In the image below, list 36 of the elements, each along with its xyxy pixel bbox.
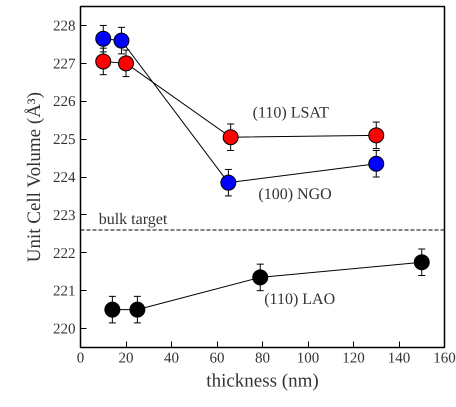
point	[95, 53, 112, 70]
y-tick-label: 223	[53, 208, 76, 224]
y-tick-label: 220	[53, 322, 76, 338]
point	[95, 30, 112, 47]
point	[368, 127, 384, 144]
point	[129, 302, 146, 318]
x-tick-label: 60	[210, 350, 224, 366]
y-axis-title: Unit Cell Volume (Å³)	[24, 92, 45, 262]
x-axis-title: thickness (nm)	[206, 370, 319, 392]
y-tick-label: 222	[53, 246, 76, 262]
x-tick-label: 100	[296, 350, 320, 366]
point	[220, 174, 236, 191]
point	[414, 254, 430, 270]
point	[104, 302, 120, 318]
x-tick-label: 0	[76, 350, 84, 366]
y-tick-label: 224	[53, 170, 76, 186]
y-tick-label: 221	[53, 284, 76, 300]
series-label: (100) NGO	[258, 186, 332, 204]
x-tick-label: 20	[118, 350, 134, 366]
series-label: (110) LSAT	[252, 104, 330, 122]
x-tick-label: 40	[164, 350, 179, 366]
x-tick-label: 80	[255, 350, 270, 366]
y-tick-label: 225	[53, 132, 76, 148]
x-tick-label: 140	[388, 350, 410, 366]
point	[113, 32, 130, 49]
y-tick-label: 228	[53, 18, 76, 34]
y-tick-label: 227	[53, 56, 76, 72]
point	[252, 269, 268, 286]
x-tick-label: 160	[433, 350, 456, 366]
series-label: (110) LAO	[264, 290, 336, 308]
point	[118, 55, 134, 72]
ref-line-label: bulk target	[98, 211, 168, 228]
point	[222, 129, 239, 146]
point	[368, 156, 384, 172]
y-tick-label: 226	[53, 94, 76, 110]
x-tick-label: 120	[342, 350, 365, 366]
